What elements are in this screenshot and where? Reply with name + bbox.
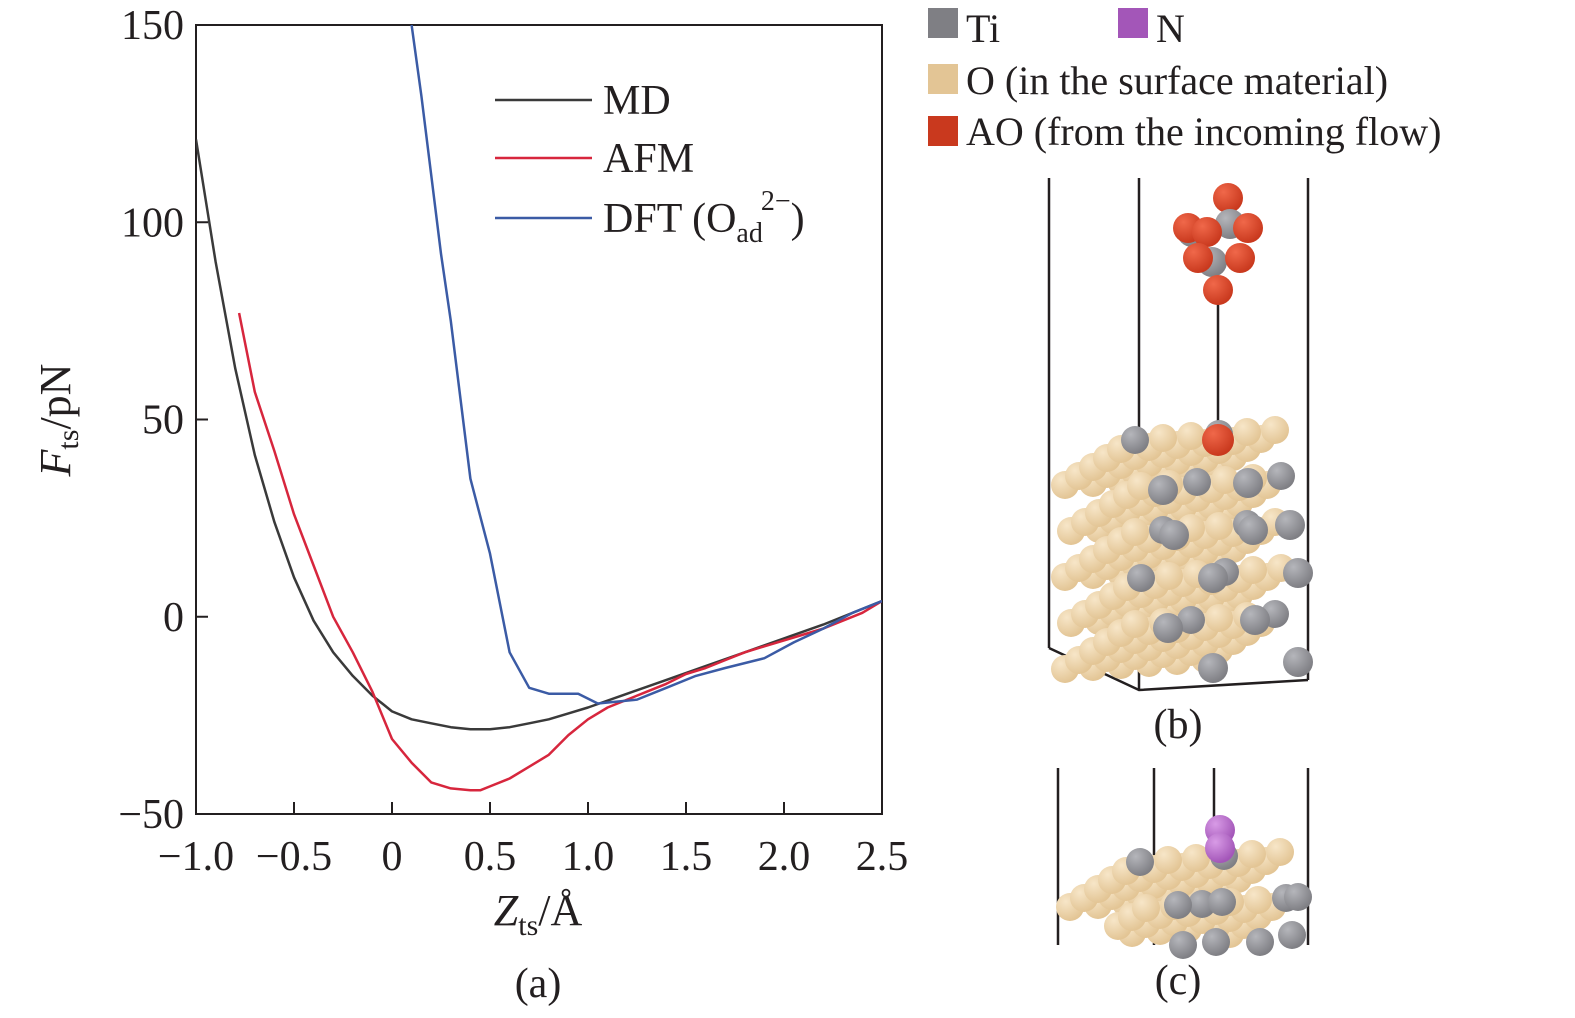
x-tick-label: 1.5 — [660, 834, 713, 880]
y-tick-label: 50 — [142, 398, 184, 444]
o-atom — [1121, 610, 1149, 638]
o-atom — [1238, 840, 1266, 868]
series-line-dft — [410, 25, 882, 705]
panel-label-b: (b) — [1154, 702, 1203, 748]
x-tick-label: 0 — [382, 834, 403, 880]
x-tick-label: 0.5 — [464, 834, 517, 880]
x-tick-label: −1.0 — [158, 834, 234, 880]
surface-slab-c — [1056, 838, 1312, 959]
plot-frame — [195, 24, 883, 815]
ti-atom — [1202, 928, 1230, 956]
o-label: O (in the surface material) — [966, 58, 1388, 103]
tip-cluster-b — [1173, 183, 1263, 305]
ti-atom — [1148, 475, 1178, 505]
ti-atom — [1283, 647, 1313, 677]
legend-dft-sup: 2− — [761, 186, 791, 217]
ao-atom — [1203, 275, 1233, 305]
y-axis-label: Fts/pN — [31, 364, 85, 478]
o-atom — [1154, 846, 1182, 874]
chart-legend: MD AFM DFT (Oad2−) — [495, 78, 805, 249]
ti-atom — [1275, 510, 1305, 540]
o-atom — [1233, 418, 1261, 446]
x-tick-label: −0.5 — [256, 834, 332, 880]
ao-atom — [1183, 243, 1213, 273]
series-layer — [196, 25, 882, 792]
ti-atom — [1127, 564, 1155, 592]
ticks-layer: −1.0 −0.5 0 0.5 1.0 1.5 2.0 2.5 −50 0 50 100 150 — [118, 3, 908, 880]
ti-atom — [1267, 462, 1295, 490]
model-panel-b: (b) — [1047, 178, 1313, 748]
n-label: N — [1156, 6, 1185, 51]
legend-label-dft: DFT (Oad2−) — [603, 186, 805, 249]
surface-slab-b — [1051, 416, 1313, 683]
y-tick-label: 0 — [163, 595, 184, 641]
o-atom — [1205, 604, 1233, 632]
ti-atom — [1198, 653, 1228, 683]
ti-atom — [1164, 891, 1192, 919]
y-tick-label: 100 — [121, 200, 184, 246]
x-tick-label: 1.0 — [562, 834, 615, 880]
ti-atom — [1238, 515, 1268, 545]
ti-label: Ti — [966, 6, 1000, 51]
o-atom — [1205, 512, 1233, 540]
model-panel-c: (c) — [1056, 768, 1312, 1004]
ti-atom — [1278, 921, 1306, 949]
ti-atom — [1284, 883, 1312, 911]
o-atom — [1182, 844, 1210, 872]
x-tick-label: 2.0 — [758, 834, 811, 880]
ti-atom — [1233, 468, 1263, 498]
legend-label-afm: AFM — [603, 136, 694, 182]
o-atom — [1244, 886, 1272, 914]
atom-legend: Ti N O (in the surface material) AO (fro… — [928, 6, 1441, 154]
o-atom — [1127, 472, 1155, 500]
ti-atom — [1240, 605, 1270, 635]
ti-atom — [1246, 928, 1274, 956]
o-atom — [1155, 562, 1183, 590]
o-atom — [1121, 518, 1149, 546]
ti-atom — [1121, 426, 1149, 454]
ao-swatch — [928, 116, 958, 146]
o-atom — [1239, 556, 1267, 584]
ti-atom — [1159, 520, 1189, 550]
ti-atom — [1283, 558, 1313, 588]
x-tick-label: 2.5 — [856, 834, 909, 880]
n-atom — [1205, 833, 1235, 863]
ao-atom — [1213, 183, 1243, 213]
ao-atom — [1192, 217, 1222, 247]
panel-label-c: (c) — [1155, 958, 1202, 1004]
ao-atom — [1225, 243, 1255, 273]
n-swatch — [1118, 8, 1148, 38]
ti-atom — [1177, 606, 1205, 634]
o-atom — [1149, 424, 1177, 452]
legend-dft-close: ) — [791, 196, 805, 242]
o-atom — [1261, 416, 1289, 444]
ti-atom — [1153, 613, 1183, 643]
ti-atom — [1126, 848, 1154, 876]
ti-swatch — [928, 8, 958, 38]
legend-label-md: MD — [603, 78, 671, 124]
series-line-afm — [237, 312, 882, 792]
ti-atom — [1169, 931, 1197, 959]
ao-atom — [1233, 213, 1263, 243]
ao-label: AO (from the incoming flow) — [966, 109, 1441, 154]
o-atom — [1177, 422, 1205, 450]
ti-atom — [1198, 563, 1228, 593]
o-atom — [1266, 838, 1294, 866]
chart-panel-a: −1.0 −0.5 0 0.5 1.0 1.5 2.0 2.5 −50 0 50 100 150 MD … — [31, 3, 908, 1007]
panel-label-a: (a) — [515, 961, 562, 1007]
ti-atom — [1183, 468, 1211, 496]
y-tick-label: 150 — [121, 3, 184, 49]
o-atom — [1211, 466, 1239, 494]
legend-dft-main: DFT (O — [603, 196, 736, 242]
y-tick-label: −50 — [118, 792, 184, 838]
ao-atom — [1202, 424, 1234, 456]
x-axis-label: Zts/Å — [494, 886, 583, 942]
o-swatch — [928, 64, 958, 94]
o-atom — [1132, 894, 1160, 922]
n2-molecule-c — [1205, 815, 1235, 863]
ti-atom — [1208, 888, 1236, 916]
legend-dft-sub: ad — [736, 218, 762, 249]
